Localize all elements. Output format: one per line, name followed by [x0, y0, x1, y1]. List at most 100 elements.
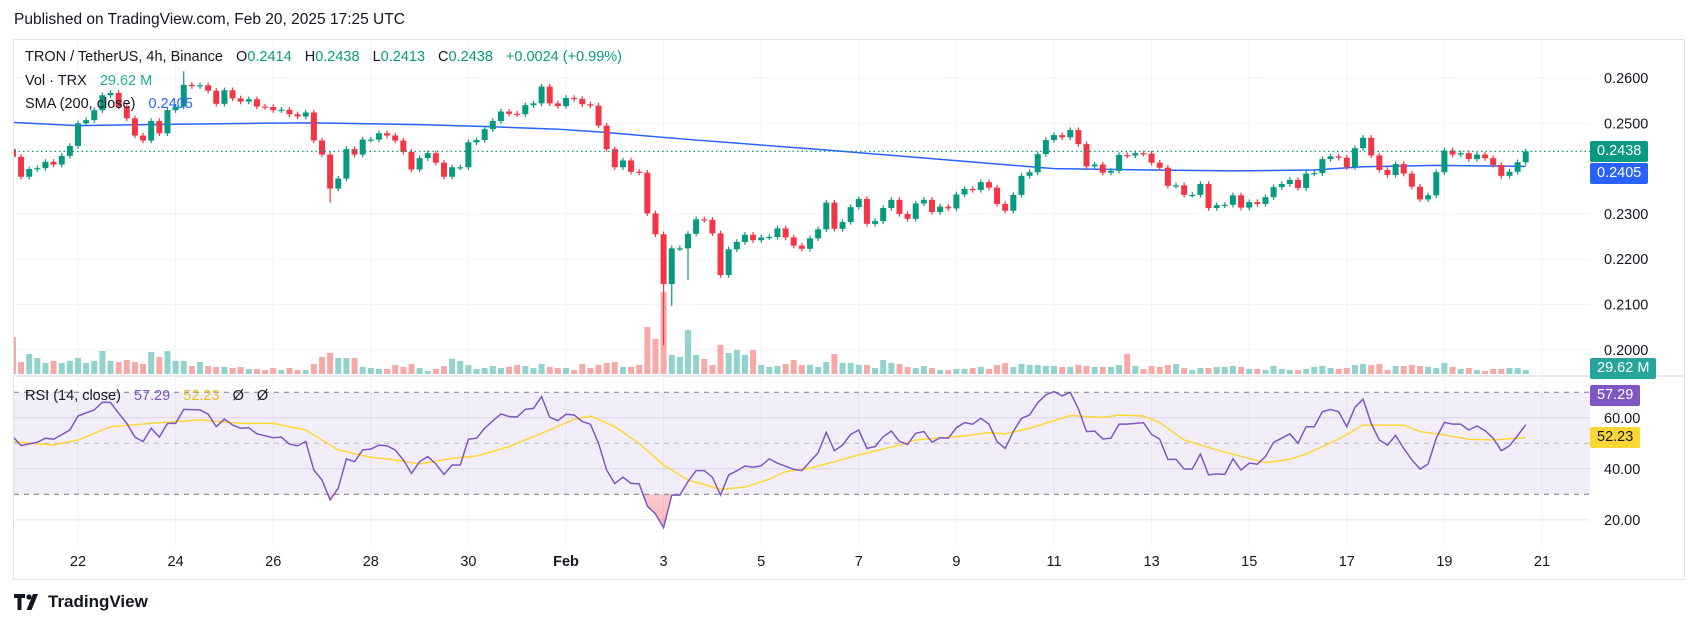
candle-body [758, 237, 765, 241]
volume-bar [148, 352, 155, 374]
sma-price-tag: 0.2405 [1590, 163, 1649, 184]
rsi-legend[interactable]: RSI (14, close) 57.29 52.23 Ø Ø [25, 388, 268, 404]
volume-bar [1002, 362, 1009, 374]
x-axis-tick-label: 7 [855, 554, 863, 570]
volume-bar [1205, 368, 1212, 374]
candle-body [91, 110, 98, 121]
candle-body [1482, 154, 1489, 159]
candle-body [367, 139, 374, 141]
candle-body [514, 113, 521, 115]
volume-bar [278, 370, 285, 374]
candle-body [99, 95, 106, 111]
sma-legend[interactable]: SMA (200, close) 0.2405 [25, 96, 193, 112]
volume-bar [229, 368, 236, 374]
volume-bar [823, 362, 830, 374]
volume-bar [497, 368, 504, 374]
volume-bar [1392, 366, 1399, 374]
symbol-legend: TRON / TetherUS, 4h, Binance O0.2414 H0.… [25, 49, 622, 65]
candle-body [725, 249, 732, 276]
volume-bar [1181, 368, 1188, 374]
tradingview-logo[interactable]: TradingView [14, 592, 148, 612]
candle-body [310, 112, 317, 141]
volume-bar [107, 360, 114, 374]
volume-bar [1335, 368, 1342, 374]
candle-body [1417, 186, 1423, 200]
rsi-extra-2: Ø [256, 388, 269, 404]
rsi-axis-tick-label: 60.00 [1604, 411, 1640, 427]
volume-bar [1197, 368, 1204, 374]
volume-bar [50, 360, 57, 374]
volume-bar [977, 366, 984, 374]
volume-bar [611, 362, 618, 374]
candle-body [1425, 195, 1432, 200]
volume-bar [188, 366, 195, 374]
rsi-pane [14, 390, 1527, 530]
candle-body [1441, 150, 1448, 173]
candle-body [579, 98, 586, 105]
candle-body [400, 140, 407, 152]
volume-bar [1449, 366, 1456, 374]
low-value: 0.2413 [380, 49, 426, 65]
candle-body [636, 171, 643, 173]
volume-bar [489, 366, 496, 374]
volume-bar [831, 354, 838, 374]
candle-body [1051, 135, 1057, 141]
candle-body [359, 139, 366, 155]
candle-body [1400, 164, 1407, 174]
candle-body [1042, 140, 1049, 155]
volume-legend[interactable]: Vol · TRX 29.62 M [25, 73, 152, 89]
volume-bar [221, 366, 228, 374]
volume-bar [294, 370, 301, 374]
volume-bar [880, 360, 887, 374]
candle-body [1002, 203, 1009, 211]
candle-body [1319, 159, 1326, 174]
volume-bar [855, 364, 862, 374]
candle-body [1067, 130, 1074, 138]
candle-body [197, 85, 203, 87]
volume-bar [99, 350, 106, 374]
volume-bar [1498, 368, 1505, 374]
volume-bar [912, 368, 919, 374]
candle-body [115, 92, 122, 107]
candle-body [1457, 153, 1464, 155]
candle-body [1449, 150, 1456, 155]
volume-bar [741, 354, 748, 374]
candle-body [66, 145, 73, 156]
tradingview-logo-text: TradingView [48, 592, 148, 611]
volume-bar [1425, 366, 1432, 374]
volume-bar [400, 366, 407, 374]
price-axis-tick-label: 0.2300 [1604, 207, 1648, 223]
candle-body [798, 245, 805, 249]
volume-bar [815, 366, 822, 374]
volume-bar [1164, 364, 1171, 374]
candle-body [1278, 184, 1285, 188]
candle-body [123, 106, 130, 119]
candle-body [205, 85, 212, 91]
candle-body [1148, 153, 1155, 163]
volume-bar [1457, 368, 1464, 374]
candle-body [1173, 185, 1179, 187]
volume-bar [197, 362, 203, 374]
volume-bar [441, 366, 447, 374]
candle-body [530, 103, 537, 106]
candle-body [709, 219, 716, 234]
volume-bar [310, 364, 317, 374]
volume-bar [945, 370, 952, 374]
volume-bar [1173, 364, 1179, 374]
candle-body [278, 109, 285, 111]
volume-bar [302, 370, 309, 374]
candle-body [1473, 154, 1480, 160]
grid-lines [13, 40, 1685, 545]
symbol-title[interactable]: TRON / TetherUS, 4h, Binance [25, 49, 223, 65]
volume-bar [1132, 366, 1139, 374]
candle-body [977, 182, 984, 190]
sma-label: SMA (200, close) [25, 96, 136, 112]
volume-bar [1254, 368, 1261, 374]
candle-body [1156, 162, 1163, 168]
candle-body [1270, 187, 1277, 198]
candle-body [660, 234, 667, 285]
candle-body [1514, 162, 1521, 172]
volume-bar [790, 360, 797, 374]
volume-bar [750, 350, 757, 374]
